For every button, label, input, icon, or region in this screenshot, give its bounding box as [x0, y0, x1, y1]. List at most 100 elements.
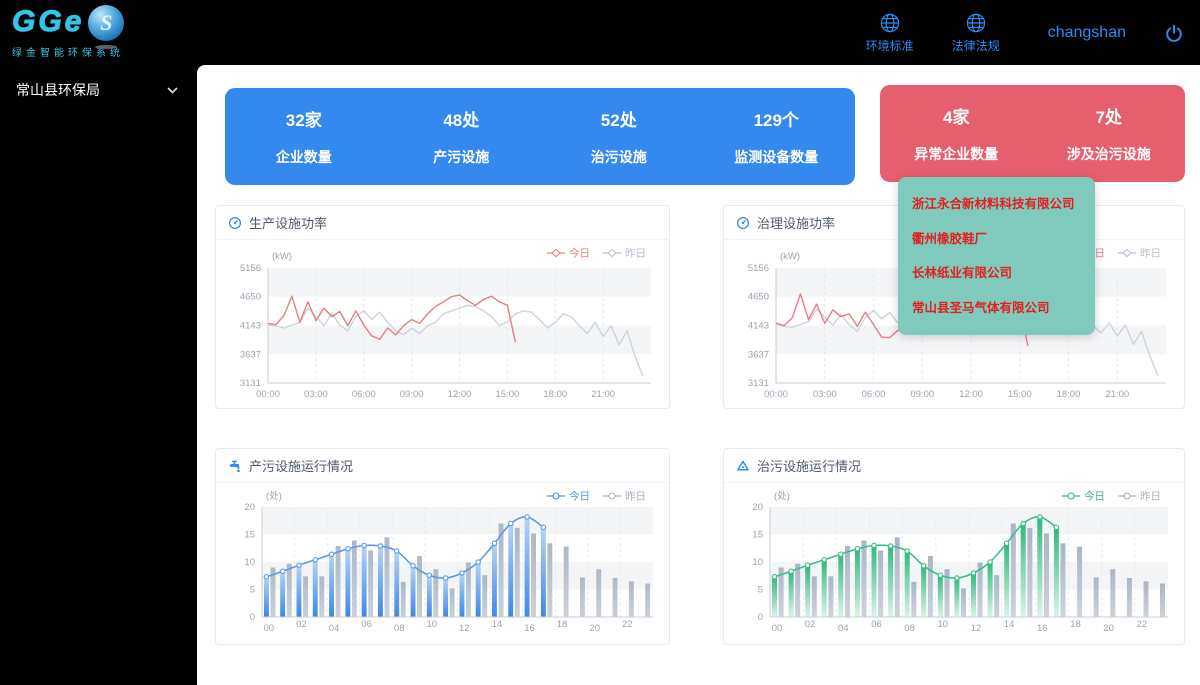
- nav-label: 环境标准: [865, 39, 914, 53]
- production-power-chart[interactable]: 5156 4650 4143 3637 3131 (kW) 00:00 03:00 06:00 0…: [216, 240, 669, 413]
- svg-text:15:00: 15:00: [495, 389, 519, 400]
- svg-text:06: 06: [361, 619, 372, 630]
- svg-text:5: 5: [250, 585, 255, 596]
- svg-text:21:00: 21:00: [591, 389, 615, 400]
- panel-pollution-ops: 产污设施运行情况 20 15 10 5 0 (处) 00 02 04 06 08 10 12 14 16 18…: [215, 448, 670, 645]
- svg-text:08: 08: [394, 623, 405, 634]
- svg-text:4650: 4650: [240, 292, 261, 303]
- svg-text:3131: 3131: [748, 378, 769, 389]
- svg-text:今日: 今日: [569, 247, 590, 260]
- company-item[interactable]: 常山县圣马气体有限公司: [912, 300, 1050, 315]
- svg-text:20: 20: [589, 623, 600, 634]
- sidebar: 常山县环保局: [0, 65, 197, 685]
- pollution-ops-chart[interactable]: 20 15 10 5 0 (处) 00 02 04 06 08 10 12 14 16 18 20 22 今日 昨日: [216, 483, 669, 648]
- panel-title: 生产设施功率: [249, 216, 328, 231]
- company-item[interactable]: 衢州橡胶鞋厂: [912, 231, 988, 246]
- faucet-icon: [230, 460, 240, 472]
- svg-text:21:00: 21:00: [1105, 389, 1129, 400]
- panel-production-power: 生产设施功率 5156 4650 4143 3637 3131 (kW) 00:00 03:0…: [215, 205, 670, 409]
- panel-title: 治污设施运行情况: [757, 459, 862, 474]
- svg-text:09:00: 09:00: [910, 389, 934, 400]
- svg-text:15: 15: [244, 530, 255, 541]
- company-item[interactable]: 浙江永合新材料科技有限公司: [912, 197, 1075, 212]
- svg-text:5156: 5156: [240, 263, 261, 274]
- summary-card-abnormal[interactable]: 4家 异常企业数量 7处 涉及治污设施: [880, 85, 1185, 182]
- nav-env-standards[interactable]: 环境标准: [866, 12, 914, 54]
- stat-abnormal-enterprises: 4家 异常企业数量: [914, 108, 999, 162]
- svg-text:10: 10: [752, 557, 763, 568]
- svg-text:昨日: 昨日: [625, 491, 646, 503]
- abnormal-company-dropdown: 浙江永合新材料科技有限公司 衢州橡胶鞋厂 长林纸业有限公司 常山县圣马气体有限公…: [898, 177, 1095, 335]
- logo-sphere-icon: S: [88, 5, 125, 49]
- svg-text:3637: 3637: [240, 349, 261, 360]
- svg-text:昨日: 昨日: [1140, 491, 1161, 503]
- logout-power-icon[interactable]: [1164, 24, 1184, 43]
- svg-text:3131: 3131: [240, 378, 261, 389]
- svg-text:昨日: 昨日: [625, 248, 646, 260]
- nav-label: 法律法规: [951, 39, 1000, 53]
- svg-text:09:00: 09:00: [400, 389, 424, 400]
- org-label: 常山县环保局: [16, 82, 100, 98]
- svg-text:02: 02: [805, 619, 816, 630]
- svg-text:3637: 3637: [748, 349, 769, 360]
- svg-text:06: 06: [871, 619, 882, 630]
- header-actions: 环境标准 法律法规 changshan: [866, 9, 1184, 57]
- top-header: GGe S 绿金智能环保系统 环境标准: [0, 0, 1200, 65]
- gauge-icon: [228, 216, 242, 229]
- gauge-icon: [736, 216, 750, 229]
- svg-text:18:00: 18:00: [543, 389, 567, 400]
- svg-text:02: 02: [296, 619, 307, 630]
- logo-subtitle: 绿金智能环保系统: [12, 48, 124, 59]
- svg-text:04: 04: [838, 623, 849, 634]
- svg-text:06:00: 06:00: [352, 389, 376, 400]
- brand-logo[interactable]: GGe S 绿金智能环保系统: [11, 5, 125, 59]
- chevron-down-icon: [167, 86, 178, 94]
- svg-text:03:00: 03:00: [813, 389, 837, 400]
- svg-text:(处): (处): [266, 490, 282, 502]
- globe-icon: [966, 13, 985, 33]
- svg-text:00: 00: [772, 623, 783, 634]
- svg-text:(kW): (kW): [272, 251, 292, 262]
- stat-treatment-facilities: 52处 治污设施: [590, 111, 647, 165]
- svg-text:20: 20: [244, 502, 255, 513]
- svg-text:18: 18: [1070, 619, 1081, 630]
- svg-text:20: 20: [1103, 623, 1114, 634]
- svg-text:10: 10: [244, 557, 255, 568]
- svg-text:22: 22: [1137, 619, 1148, 630]
- svg-text:12:00: 12:00: [448, 389, 472, 400]
- svg-text:4650: 4650: [748, 292, 769, 303]
- svg-text:4143: 4143: [748, 321, 769, 332]
- sidebar-item-org[interactable]: 常山县环保局: [0, 71, 197, 109]
- panel-title: 产污设施运行情况: [249, 459, 354, 474]
- recycle-icon: [737, 460, 749, 471]
- nav-laws[interactable]: 法律法规: [952, 12, 1000, 54]
- treatment-ops-chart[interactable]: 20 15 10 5 0 (处) 00 02 04 06 08 10 12 14 16 18 20 22 今日 昨日: [724, 483, 1184, 648]
- svg-text:12: 12: [971, 623, 982, 634]
- username[interactable]: changshan: [1047, 24, 1126, 41]
- svg-text:15: 15: [752, 530, 763, 541]
- panel-treatment-ops: 治污设施运行情况 20 15 10 5 0 (处) 00 02 04 06 08 10 12 14 16 18…: [723, 448, 1185, 645]
- svg-text:5156: 5156: [748, 263, 769, 274]
- svg-text:08: 08: [904, 623, 915, 634]
- svg-text:4143: 4143: [240, 321, 261, 332]
- svg-text:18:00: 18:00: [1057, 389, 1081, 400]
- svg-text:5: 5: [758, 585, 763, 596]
- stat-involved-facilities: 7处 涉及治污设施: [1066, 108, 1151, 162]
- summary-card-normal[interactable]: 32家 企业数量 48处 产污设施 52处 治污设施 129个 监测设备数量: [225, 88, 855, 185]
- svg-text:今日: 今日: [1084, 490, 1105, 503]
- svg-text:04: 04: [329, 623, 340, 634]
- svg-text:10: 10: [427, 619, 438, 630]
- svg-text:(kW): (kW): [780, 251, 800, 262]
- panel-title: 治理设施功率: [757, 216, 836, 231]
- logo-text: GGe: [11, 5, 85, 39]
- svg-text:00:00: 00:00: [256, 389, 280, 400]
- svg-text:00: 00: [264, 623, 275, 634]
- svg-text:18: 18: [557, 619, 568, 630]
- stat-monitor-devices: 129个 监测设备数量: [734, 111, 819, 165]
- company-item[interactable]: 长林纸业有限公司: [912, 266, 1013, 281]
- svg-text:03:00: 03:00: [304, 389, 328, 400]
- svg-text:14: 14: [1004, 619, 1015, 630]
- svg-text:12: 12: [459, 623, 470, 634]
- svg-text:16: 16: [1037, 623, 1048, 634]
